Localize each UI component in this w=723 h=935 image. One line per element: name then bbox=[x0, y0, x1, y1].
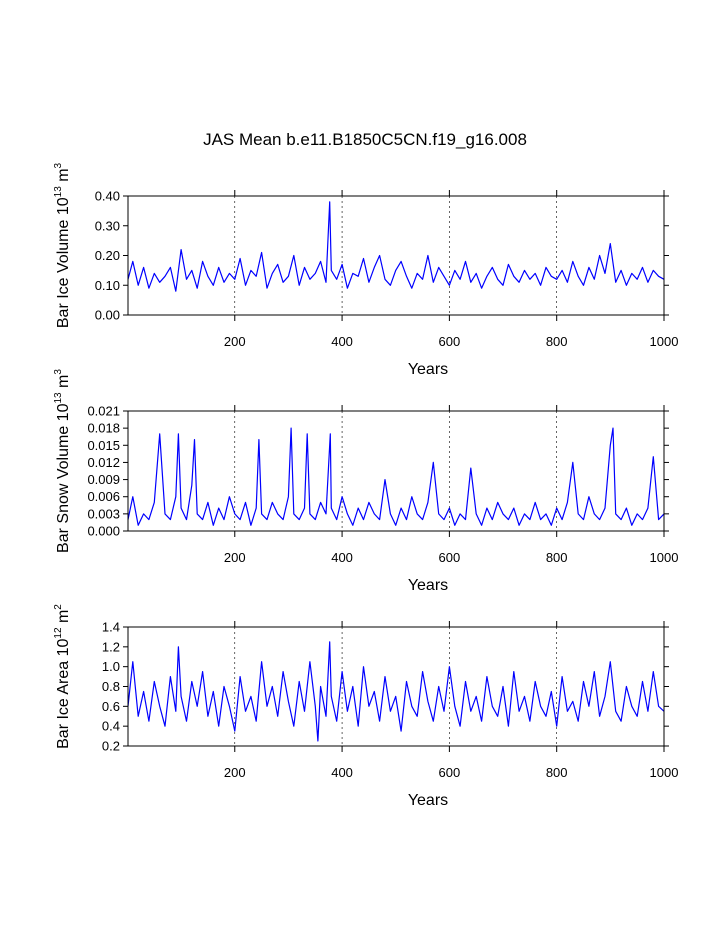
y-tick-label: 0.00 bbox=[95, 308, 120, 323]
x-axis-label: Years bbox=[408, 577, 448, 594]
y-tick-label: 0.018 bbox=[87, 421, 120, 436]
y-axis-label: Bar Ice Area 1012 m2 bbox=[53, 604, 72, 749]
x-tick-label: 400 bbox=[331, 334, 353, 349]
x-tick-label: 200 bbox=[224, 550, 246, 565]
x-tick-label: 400 bbox=[331, 550, 353, 565]
y-tick-label: 0.30 bbox=[95, 218, 120, 233]
x-tick-label: 800 bbox=[546, 765, 568, 780]
y-tick-label: 0.8 bbox=[102, 679, 120, 694]
y-axis-label: Bar Ice Volume 1013 m3 bbox=[53, 162, 72, 328]
y-axis-label: Bar Snow Volume 1013 m3 bbox=[53, 369, 72, 553]
plot-frame bbox=[127, 195, 665, 316]
y-tick-label: 0.10 bbox=[95, 278, 120, 293]
panel-snow_volume: 0.000 0.003 0.006 0.009 0.012 0.015 0.018 0.021… bbox=[53, 369, 678, 594]
y-tick-label: 0.6 bbox=[102, 699, 120, 714]
y-tick-label: 0.003 bbox=[87, 506, 120, 521]
y-tick-label: 1.2 bbox=[102, 639, 120, 654]
panel-ice_volume: 0.00 0.10 0.20 0.30 0.40 200 400 600 800 1000 Year… bbox=[53, 162, 678, 378]
y-tick-label: 0.021 bbox=[87, 404, 120, 419]
x-axis-label: Years bbox=[408, 792, 448, 809]
x-tick-label: 400 bbox=[331, 765, 353, 780]
panel-ice_area: 0.2 0.4 0.6 0.8 1.0 1.2 1.4 200 400 600 800 1000 Yea… bbox=[53, 604, 678, 809]
y-tick-label: 0.009 bbox=[87, 472, 120, 487]
series-line-ice_area bbox=[127, 641, 665, 742]
y-tick-label: 0.006 bbox=[87, 489, 120, 504]
x-tick-label: 1000 bbox=[650, 334, 679, 349]
y-tick-label: 1.0 bbox=[102, 659, 120, 674]
x-tick-label: 600 bbox=[439, 550, 461, 565]
series-line-snow_volume bbox=[127, 427, 665, 526]
y-tick-label: 0.4 bbox=[102, 719, 120, 734]
x-tick-label: 200 bbox=[224, 334, 246, 349]
y-tick-label: 0.000 bbox=[87, 524, 120, 539]
y-tick-label: 0.40 bbox=[95, 189, 120, 204]
x-tick-label: 800 bbox=[546, 550, 568, 565]
series-line-ice_volume bbox=[127, 201, 665, 292]
panels: 0.00 0.10 0.20 0.30 0.40 200 400 600 800 1000 Year… bbox=[53, 162, 678, 809]
chart-title: JAS Mean b.e11.B1850C5CN.f19_g16.008 bbox=[203, 130, 527, 149]
y-tick-label: 1.4 bbox=[102, 620, 120, 635]
y-tick-label: 0.012 bbox=[87, 455, 120, 470]
y-tick-label: 0.015 bbox=[87, 438, 120, 453]
x-tick-label: 600 bbox=[439, 334, 461, 349]
x-tick-label: 800 bbox=[546, 334, 568, 349]
y-tick-label: 0.20 bbox=[95, 248, 120, 263]
plot-frame bbox=[127, 410, 665, 532]
plot-frame bbox=[127, 626, 665, 747]
x-tick-label: 200 bbox=[224, 765, 246, 780]
x-tick-label: 600 bbox=[439, 765, 461, 780]
x-tick-label: 1000 bbox=[650, 550, 679, 565]
y-tick-label: 0.2 bbox=[102, 739, 120, 754]
x-tick-label: 1000 bbox=[650, 765, 679, 780]
x-axis-label: Years bbox=[408, 361, 448, 378]
